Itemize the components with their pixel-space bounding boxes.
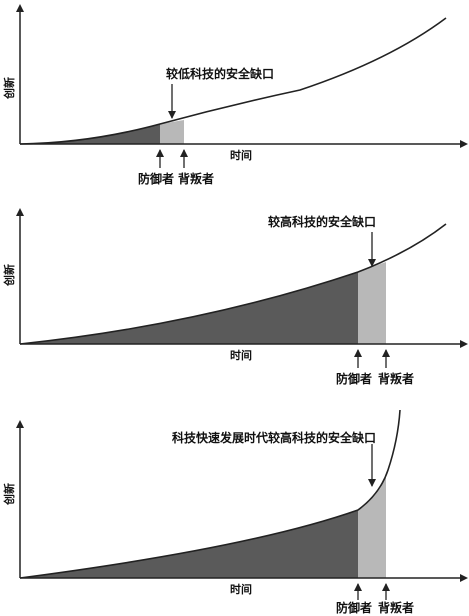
panel-1: 较低科技的安全缺口 时间 创新 防御者 背叛者 [2,4,468,186]
panel-1-innovation-curve [19,17,447,145]
panel-2-gap-area [358,262,386,344]
panel-1-defender-area [20,124,160,144]
panel-3-y-label: 创新 [2,483,16,506]
panel-2-innovation-curve [19,223,447,345]
panel-3: 科技快速发展时代较高科技的安全缺口 时间 创新 防御者 背叛者 [2,409,468,615]
panel-3-defender-label: 防御者 [336,600,372,615]
panel-1-gap-label: 较低科技的安全缺口 [166,66,274,81]
panel-2-x-label: 时间 [230,348,252,362]
panel-2-attacker-label: 背叛者 [378,371,414,386]
panel-2-defender-area [20,272,358,344]
panel-1-defender-label: 防御者 [138,171,174,186]
panel-1-y-axis-arrow [16,4,24,12]
panel-1-attacker-label: 背叛者 [178,171,214,186]
panel-2-y-axis-arrow [16,208,24,216]
panel-1-x-axis-arrow [460,140,468,148]
panel-3-x-axis-arrow [460,574,468,582]
panel-1-y-label: 创新 [2,77,16,100]
panel-1-x-label: 时间 [230,148,252,162]
panel-2-x-axis-arrow [460,340,468,348]
panel-3-gap-area [358,476,386,578]
panel-3-gap-label: 科技快速发展时代较高科技的安全缺口 [172,430,376,445]
panel-3-defender-area [20,510,358,578]
panel-2-defender-label: 防御者 [336,371,372,386]
panel-2-y-label: 创新 [2,264,16,287]
panel-3-y-axis-arrow [16,420,24,428]
panel-3-innovation-curve [19,409,401,579]
panel-1-gap-area [160,120,184,144]
panel-2-gap-label: 较高科技的安全缺口 [268,214,376,229]
panel-3-x-label: 时间 [230,582,252,596]
panel-3-attacker-label: 背叛者 [378,600,414,615]
panel-2: 较高科技的安全缺口 时间 创新 防御者 背叛者 [2,208,468,386]
